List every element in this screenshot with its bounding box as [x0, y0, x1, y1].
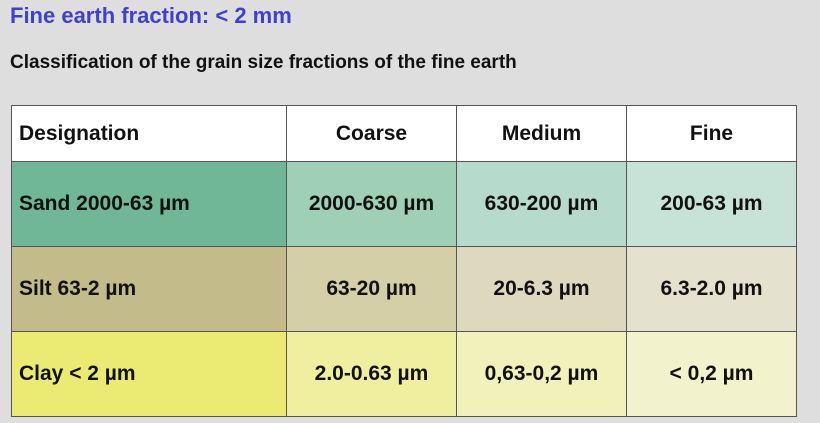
page-title: Fine earth fraction: < 2 mm [10, 3, 292, 28]
cell-clay-coarse: 2.0-0.63 µm [286, 331, 457, 417]
cell-sand-fine: 200-63 µm [626, 161, 797, 247]
table-row-silt: Silt 63-2 µm 63-20 µm 20-6.3 µm 6.3-2.0 … [11, 246, 797, 332]
table-row-sand: Sand 2000-63 µm 2000-630 µm 630-200 µm 2… [11, 161, 797, 247]
cell-silt-medium: 20-6.3 µm [456, 246, 627, 332]
cell-sand-designation: Sand 2000-63 µm [11, 161, 287, 247]
header-designation: Designation [11, 105, 287, 162]
cell-clay-fine: < 0,2 µm [626, 331, 797, 417]
cell-silt-fine: 6.3-2.0 µm [626, 246, 797, 332]
header-fine: Fine [626, 105, 797, 162]
table-header-row: Designation Coarse Medium Fine [11, 105, 797, 162]
cell-silt-coarse: 63-20 µm [286, 246, 457, 332]
page-subtitle: Classification of the grain size fractio… [10, 52, 517, 73]
cell-clay-designation: Clay < 2 µm [11, 331, 287, 417]
cell-silt-designation: Silt 63-2 µm [11, 246, 287, 332]
cell-sand-coarse: 2000-630 µm [286, 161, 457, 247]
cell-clay-medium: 0,63-0,2 µm [456, 331, 627, 417]
cell-sand-medium: 630-200 µm [456, 161, 627, 247]
table-row-clay: Clay < 2 µm 2.0-0.63 µm 0,63-0,2 µm < 0,… [11, 331, 797, 417]
grain-size-table: Designation Coarse Medium Fine Sand 2000… [11, 105, 797, 417]
header-coarse: Coarse [286, 105, 457, 162]
header-medium: Medium [456, 105, 627, 162]
